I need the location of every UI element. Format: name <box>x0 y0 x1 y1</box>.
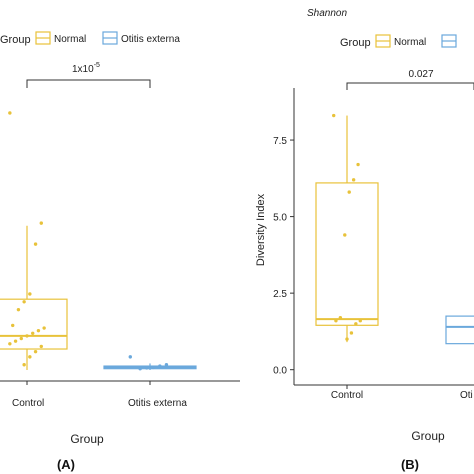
panel-a-box <box>0 298 68 350</box>
panel-a-marks <box>0 111 197 371</box>
panel-a: Group Normal Otitis externa 1x10-5 Contr… <box>0 31 240 472</box>
panel-a-data-point <box>128 355 132 359</box>
panel-b-tick-label-otitis: Oti <box>460 390 473 401</box>
panel-a-data-point <box>31 331 35 335</box>
panel-a-legend-label-otitis: Otitis externa <box>121 34 180 45</box>
panel-b-y-tick-label: 2.5 <box>273 289 287 300</box>
panel-a-tick-label-control: Control <box>12 398 44 409</box>
panel-b-data-point <box>354 322 358 326</box>
panel-a-data-point <box>164 363 169 367</box>
panel-b-data-point <box>349 331 354 335</box>
panel-b-y-tick-label: 7.5 <box>273 136 287 147</box>
panel-a-data-point <box>16 307 21 312</box>
panel-b-data-point <box>356 162 360 167</box>
panel-b: Shannon Group Normal 0.027 0.02.55.07.5 … <box>255 8 474 472</box>
panel-a-x-ticks <box>26 381 151 385</box>
panel-a-data-point <box>28 355 32 359</box>
panel-a-tick-label-otitis: Otitis externa <box>128 398 187 409</box>
panel-b-label: (B) <box>401 457 419 472</box>
panel-b-data-point <box>347 190 351 194</box>
panel-b-marks <box>315 113 474 345</box>
panel-b-data-point <box>343 233 347 237</box>
panel-a-data-point <box>25 334 29 338</box>
panel-b-box <box>315 182 379 326</box>
panel-b-y-tick-label: 5.0 <box>273 213 287 224</box>
panel-b-bracket-line <box>346 82 474 90</box>
panel-a-data-point <box>8 111 12 115</box>
panel-a-data-point <box>8 342 12 346</box>
panel-b-data-point <box>338 315 343 320</box>
panel-a-significance-bracket <box>26 79 151 88</box>
panel-b-data-point <box>358 319 362 323</box>
panel-a-data-point <box>33 242 38 246</box>
panel-a-data-point <box>13 339 18 343</box>
panel-a-data-point <box>28 292 32 296</box>
panel-b-data-point <box>332 113 336 118</box>
panel-a-data-point <box>145 366 149 370</box>
panel-b-x-axis-title: Group <box>411 429 445 443</box>
panel-a-data-point <box>22 363 26 367</box>
panel-a-data-point <box>22 300 26 304</box>
panel-b-tick-label-control: Control <box>331 390 363 401</box>
panel-a-legend-title: Group <box>0 34 31 46</box>
panel-a-data-point <box>39 344 43 349</box>
panel-a-data-point <box>39 221 43 225</box>
panel-b-data-point <box>345 337 349 341</box>
panel-a-data-point <box>42 326 46 330</box>
panel-b-y-axis-title: Diversity Index <box>255 193 267 266</box>
panel-b-legend-title: Group <box>340 37 371 49</box>
panel-a-x-axis-title: Group <box>70 432 104 446</box>
panel-a-data-point <box>11 323 15 328</box>
panel-a-data-point <box>19 336 23 341</box>
panel-b-data-point <box>351 178 356 182</box>
panel-b-y-ticks: 0.0 2.5 5.0 7.5 <box>273 136 294 377</box>
panel-b-title: Shannon <box>307 8 347 19</box>
panel-a-legend-label-normal: Normal <box>54 34 86 45</box>
panel-a-data-point <box>158 364 162 368</box>
panel-b-box <box>445 315 474 345</box>
panel-a-data-point <box>33 349 38 354</box>
panel-a-significance-label: 1x10-5 <box>72 62 100 75</box>
panel-a-data-point <box>36 328 41 333</box>
panel-b-data-point <box>334 319 338 323</box>
panel-a-data-point <box>151 365 155 370</box>
panel-a-label: (A) <box>57 457 75 472</box>
panel-b-significance-label: 0.027 <box>408 69 433 80</box>
panel-a-data-point <box>138 366 142 371</box>
panel-b-y-tick-label: 0.0 <box>273 366 287 377</box>
panel-b-legend-label-normal: Normal <box>394 37 426 48</box>
panel-b-significance-bracket <box>346 82 474 90</box>
panel-a-bracket-line <box>26 79 151 88</box>
